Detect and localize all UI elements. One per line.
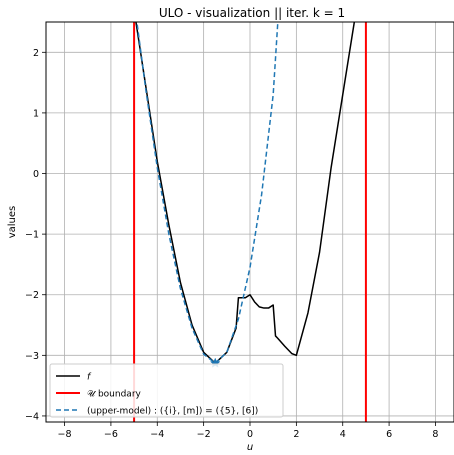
series-f-line: [135, 22, 356, 364]
legend-label: 𝒰 boundary: [87, 390, 142, 400]
plot-area: [133, 22, 367, 422]
x-tick-label: −4: [150, 429, 164, 440]
x-tick-label: 0: [247, 429, 253, 440]
x-tick-label: −8: [58, 429, 72, 440]
y-axis-label: values: [7, 206, 18, 239]
y-tick-label: −3: [25, 351, 39, 362]
x-tick-label: 6: [386, 429, 392, 440]
y-tick-label: 0: [33, 169, 39, 180]
legend-label: (upper-model) : ({i}, [m]) = ({5}, [6]): [87, 407, 258, 417]
chart-title: ULO - visualization || iter. k = 1: [159, 6, 345, 20]
x-tick-label: −6: [104, 429, 118, 440]
y-tick-label: 2: [33, 48, 39, 59]
legend-box: [49, 363, 284, 418]
x-axis-ticks: −8 −6 −4 −2 0 2 4 6 8: [58, 422, 438, 440]
y-axis-ticks: −4 −3 −2 −1 0 1 2: [25, 48, 46, 422]
legend: f 𝒰 boundary (upper-model) : ({i}, [m]) = …: [49, 363, 284, 418]
x-axis-label: u: [247, 442, 253, 453]
x-tick-label: 4: [340, 429, 346, 440]
x-tick-label: 2: [293, 429, 299, 440]
y-tick-label: −2: [25, 290, 39, 301]
y-tick-label: −4: [25, 411, 39, 422]
x-tick-label: 8: [432, 429, 438, 440]
legend-label: f: [87, 373, 92, 383]
grid-lines: [46, 22, 454, 422]
x-tick-label: −2: [197, 429, 211, 440]
series-upper-model-line: [136, 22, 279, 364]
y-tick-label: 1: [33, 108, 39, 119]
y-tick-label: −1: [25, 230, 39, 241]
